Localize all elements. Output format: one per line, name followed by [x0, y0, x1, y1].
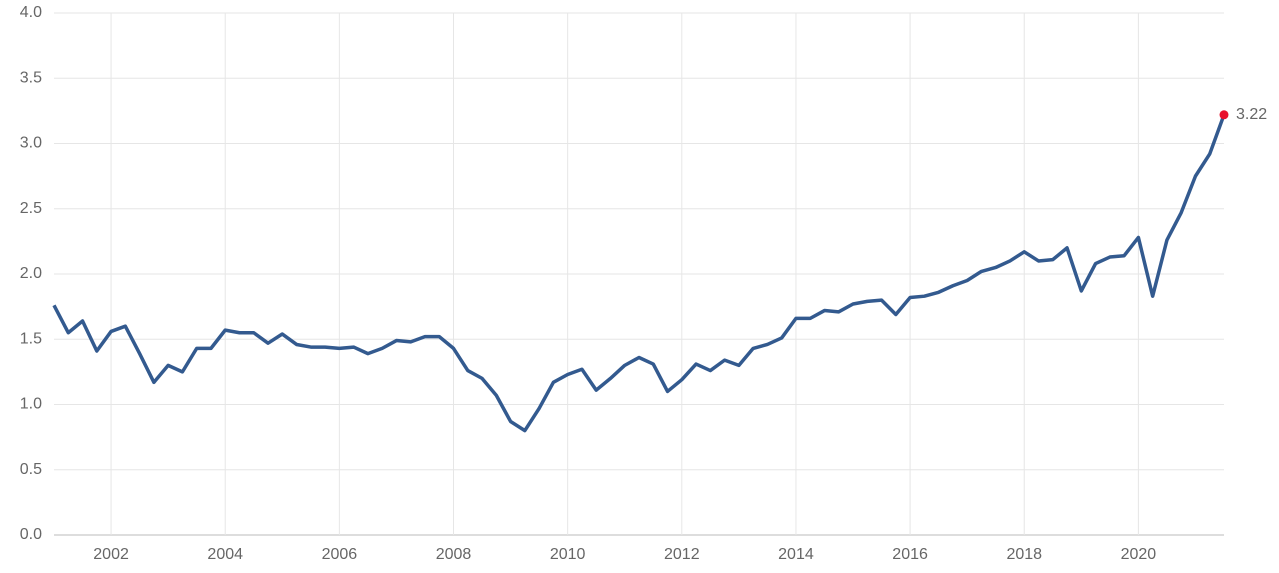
x-tick-label: 2020 — [1121, 546, 1157, 563]
last-point — [1219, 110, 1229, 120]
y-tick-label: 2.0 — [20, 265, 42, 282]
x-tick-label: 2012 — [664, 546, 700, 563]
x-tick-label: 2006 — [322, 546, 358, 563]
y-tick-label: 3.5 — [20, 69, 42, 86]
x-tick-label: 2018 — [1006, 546, 1042, 563]
x-tick-label: 2010 — [550, 546, 586, 563]
x-tick-label: 2008 — [436, 546, 472, 563]
y-tick-label: 2.5 — [20, 200, 42, 217]
y-tick-label: 0.5 — [20, 461, 42, 478]
y-tick-label: 4.0 — [20, 4, 42, 21]
x-tick-label: 2002 — [93, 546, 129, 563]
y-tick-label: 1.0 — [20, 396, 42, 413]
y-tick-label: 3.0 — [20, 135, 42, 152]
y-tick-label: 0.0 — [20, 526, 42, 543]
line — [52, 114, 1226, 433]
value-label: 3.22 — [1236, 106, 1267, 123]
x-tick-label: 2016 — [892, 546, 928, 563]
x-tick-label: 2014 — [778, 546, 814, 563]
x-tick-label: 2004 — [207, 546, 243, 563]
y-tick-label: 1.5 — [20, 330, 42, 347]
